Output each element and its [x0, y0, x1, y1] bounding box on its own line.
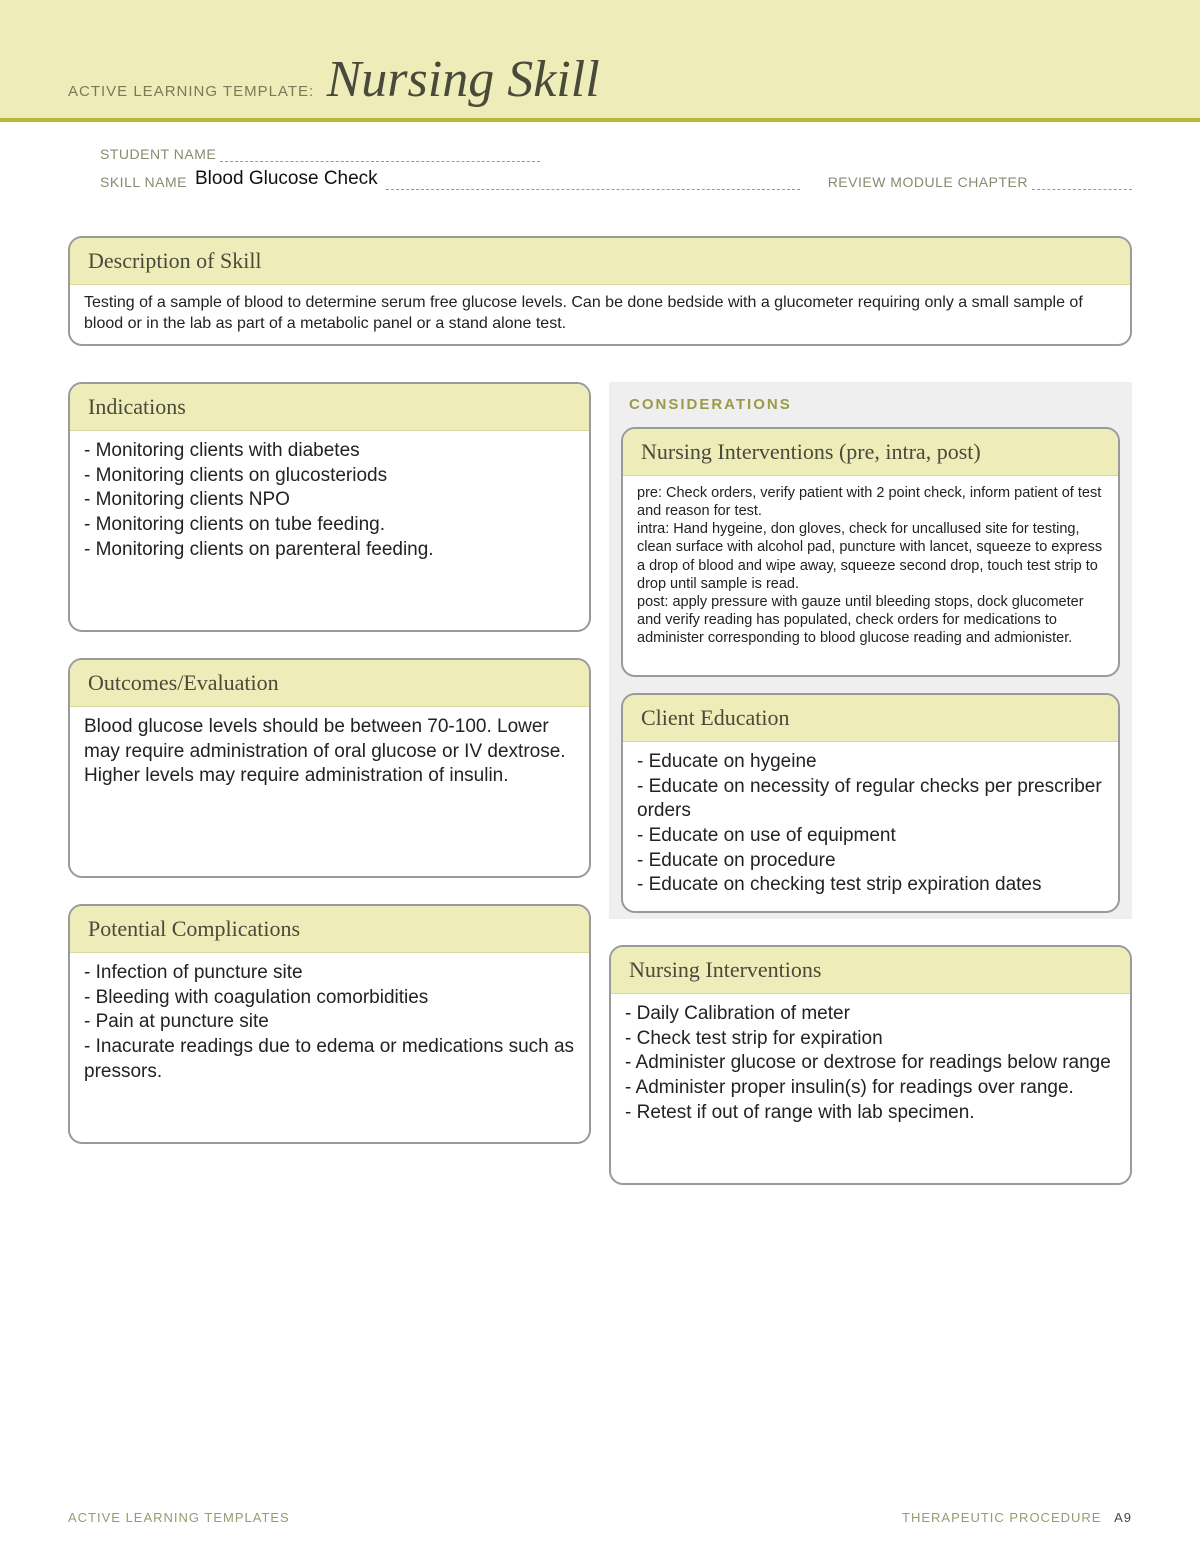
header-title: Nursing Skill [327, 50, 600, 109]
skill-name-label: SKILL NAME [100, 174, 187, 190]
outcomes-box: Outcomes/Evaluation Blood glucose levels… [68, 658, 591, 878]
indications-box: Indications - Monitoring clients with di… [68, 382, 591, 632]
footer-left: ACTIVE LEARNING TEMPLATES [68, 1510, 290, 1525]
right-column: CONSIDERATIONS Nursing Interventions (pr… [609, 382, 1132, 1185]
description-body: Testing of a sample of blood to determin… [70, 285, 1130, 346]
meta-section: STUDENT NAME SKILL NAME Blood Glucose Ch… [0, 122, 1200, 190]
nursing-interventions-body: - Daily Calibration of meter - Check tes… [611, 994, 1130, 1139]
complications-box: Potential Complications - Infection of p… [68, 904, 591, 1144]
interventions-pre-head: Nursing Interventions (pre, intra, post) [623, 429, 1118, 476]
nursing-interventions-head: Nursing Interventions [611, 947, 1130, 994]
complications-head: Potential Complications [70, 906, 589, 953]
outcomes-head: Outcomes/Evaluation [70, 660, 589, 707]
student-name-label: STUDENT NAME [100, 146, 216, 162]
indications-head: Indications [70, 384, 589, 431]
client-ed-head: Client Education [623, 695, 1118, 742]
footer-page: A9 [1114, 1510, 1132, 1525]
review-line [1032, 176, 1132, 190]
left-column: Indications - Monitoring clients with di… [68, 382, 591, 1185]
footer-right: THERAPEUTIC PROCEDURE A9 [902, 1510, 1132, 1525]
skill-name-value: Blood Glucose Check [191, 168, 382, 190]
footer-right-text: THERAPEUTIC PROCEDURE [902, 1510, 1101, 1525]
description-box: Description of Skill Testing of a sample… [68, 236, 1132, 346]
columns: Indications - Monitoring clients with di… [68, 382, 1132, 1185]
interventions-pre-box: Nursing Interventions (pre, intra, post)… [621, 427, 1120, 677]
indications-body: - Monitoring clients with diabetes - Mon… [70, 431, 589, 576]
client-ed-body: - Educate on hygeine - Educate on necess… [623, 742, 1118, 912]
footer: ACTIVE LEARNING TEMPLATES THERAPEUTIC PR… [68, 1510, 1132, 1525]
client-ed-box: Client Education - Educate on hygeine - … [621, 693, 1120, 913]
header-prefix: ACTIVE LEARNING TEMPLATE: [68, 83, 314, 100]
skill-name-line [386, 176, 800, 190]
considerations-wrap: CONSIDERATIONS Nursing Interventions (pr… [609, 382, 1132, 919]
review-label: REVIEW MODULE CHAPTER [828, 174, 1028, 190]
interventions-pre-body: pre: Check orders, verify patient with 2… [623, 476, 1118, 661]
header-band: ACTIVE LEARNING TEMPLATE: Nursing Skill [0, 0, 1200, 122]
content: Description of Skill Testing of a sample… [0, 196, 1200, 1185]
nursing-interventions-box: Nursing Interventions - Daily Calibratio… [609, 945, 1132, 1185]
complications-body: - Infection of puncture site - Bleeding … [70, 953, 589, 1098]
student-name-line [220, 148, 540, 162]
considerations-label: CONSIDERATIONS [629, 396, 1120, 413]
description-head: Description of Skill [70, 238, 1130, 285]
outcomes-body: Blood glucose levels should be between 7… [70, 707, 589, 803]
